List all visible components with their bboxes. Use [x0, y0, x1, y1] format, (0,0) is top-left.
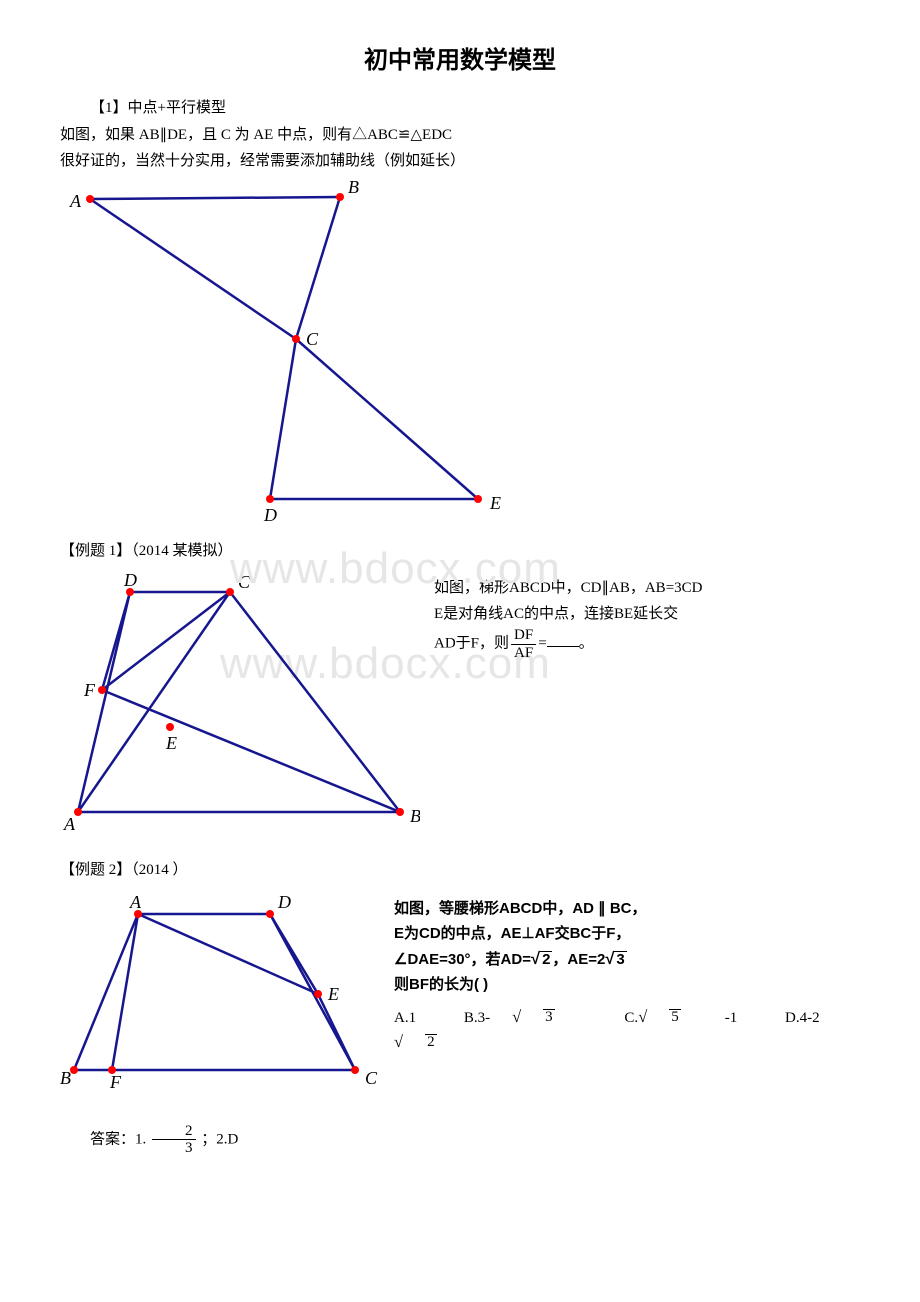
page-title: 初中常用数学模型 — [60, 40, 860, 75]
ex1-line3: AD于F，则DFAF=。 — [434, 627, 703, 661]
ex1-l3-prefix: AD于F，则 — [434, 635, 509, 651]
svg-text:C: C — [365, 1068, 378, 1088]
model-label: 【1】中点+平行模型 — [60, 97, 860, 120]
ex2-row: A D B C E F 如图，等腰梯形ABCD中，AD ∥ BC， E为CD的中点，AE⊥… — [60, 886, 860, 1103]
opt-c: C.√5-1 — [624, 1010, 759, 1026]
svg-text:E: E — [165, 733, 177, 753]
frac-n: DF — [511, 627, 536, 645]
svg-text:C: C — [238, 572, 251, 592]
ans-frac: 23 — [152, 1123, 196, 1157]
model-line2: 很好证的，当然十分实用，经常需要添加辅助线（例如延长） — [60, 150, 860, 173]
ans-prefix: 答案：1. — [90, 1131, 146, 1147]
ocp: -1 — [725, 1010, 738, 1026]
frac-d: AF — [511, 645, 536, 662]
ex1-row: www.bdocx.com ABCDEF 如图，梯形ABCD中，CD∥AB，AB… — [60, 566, 860, 845]
ex2-header: 【例题 2】（2014 ） — [60, 859, 860, 882]
svg-text:F: F — [109, 1072, 122, 1092]
sqrt-2: √2 — [531, 951, 552, 968]
ex2-line4: 则BF的长为( ) — [394, 972, 860, 998]
oa: 1 — [409, 1010, 417, 1026]
svg-text:A: A — [129, 892, 142, 912]
figure-ex1: A B C D E F — [60, 572, 420, 839]
svg-text:A: A — [69, 191, 82, 211]
l3p: ∠DAE=30°，若AD= — [394, 951, 531, 968]
ex1-text: 如图，梯形ABCD中，CD∥AB，AB=3CD E是对角线AC的中点，连接BE延… — [434, 566, 703, 661]
afn: 2 — [152, 1123, 196, 1141]
svg-text:B: B — [348, 179, 359, 197]
sqrt-3: √3 — [605, 951, 626, 968]
ex2-line3: ∠DAE=30°，若AD=√2，AE=2√3 — [394, 947, 860, 973]
ex1-line2: E是对角线AC的中点，连接BE延长交 — [434, 602, 703, 628]
ex2-text: 如图，等腰梯形ABCD中，AD ∥ BC， E为CD的中点，AE⊥AF交BC于F… — [394, 886, 860, 1057]
figure-ex2: A D B C E F — [60, 892, 380, 1097]
svg-text:E: E — [489, 493, 501, 513]
ex2-line2: E为CD的中点，AE⊥AF交BC于F， — [394, 921, 860, 947]
ex1-header: 【例题 1】（2014 某模拟） — [60, 540, 860, 563]
sq2: 3 — [614, 951, 626, 967]
svg-text:B: B — [60, 1068, 71, 1088]
svg-text:F: F — [83, 680, 96, 700]
ex2-options: A.1 B.3-√3 C.√5-1 D.4-2√2 — [394, 1006, 860, 1057]
odp: 4-2 — [800, 1010, 820, 1026]
ex1-l3-suf: = — [538, 635, 546, 651]
model-line1: 如图，如果 AB∥DE，且 C 为 AE 中点，则有△ABC≌△EDC — [60, 124, 860, 147]
ods: 2 — [425, 1034, 437, 1050]
figure-1: ABCDE www.bdocx.com — [60, 179, 860, 534]
svg-text:A: A — [63, 814, 76, 834]
svg-text:D: D — [123, 572, 137, 590]
opt-d: D.4-2√2 — [394, 1010, 842, 1052]
ans-suffix: ；2.D — [201, 1131, 238, 1147]
obs: 3 — [543, 1009, 555, 1025]
sq1: 2 — [540, 951, 552, 967]
svg-text:B: B — [410, 806, 420, 826]
svg-text:E: E — [327, 984, 339, 1004]
l3m: ，AE=2 — [552, 951, 605, 968]
ocs: 5 — [669, 1009, 681, 1025]
svg-text:C: C — [306, 329, 319, 349]
answer-line: 答案：1. 23 ；2.D — [60, 1123, 860, 1157]
ex1-frac: DFAF — [511, 627, 536, 661]
opt-b: B.3-√3 — [464, 1010, 599, 1026]
blank-fill — [547, 646, 579, 647]
ex2-line1: 如图，等腰梯形ABCD中，AD ∥ BC， — [394, 896, 860, 922]
opt-a: A.1 — [394, 1010, 438, 1026]
ex1-line1: 如图，梯形ABCD中，CD∥AB，AB=3CD — [434, 576, 703, 602]
obp: 3- — [478, 1010, 491, 1026]
afd: 3 — [152, 1140, 196, 1157]
svg-text:D: D — [277, 892, 291, 912]
svg-text:D: D — [263, 505, 277, 525]
